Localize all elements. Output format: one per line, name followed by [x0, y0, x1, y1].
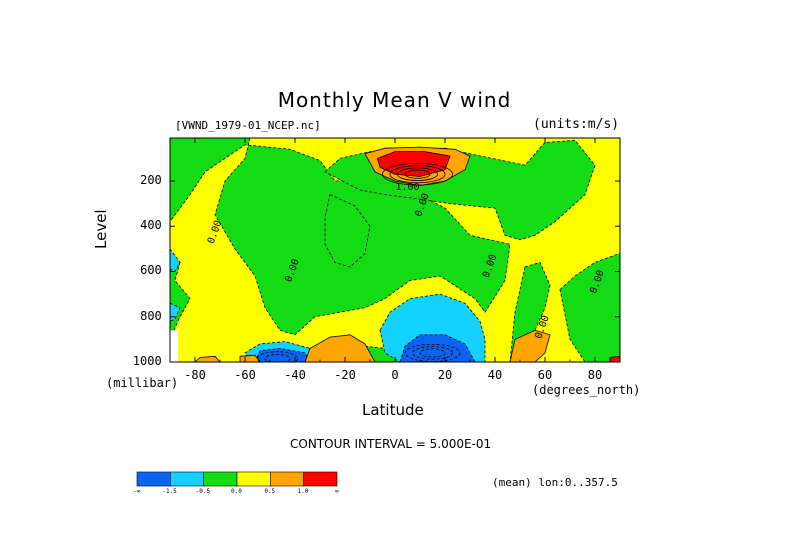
- contour-ring-2-1: [264, 354, 291, 362]
- contour-region-13: [399, 334, 476, 362]
- contour-region-6: [324, 194, 371, 268]
- y-tick-label: 600: [140, 263, 162, 278]
- contour-region-16: [304, 334, 376, 362]
- colorbar-swatch-3: [236, 471, 271, 487]
- contour-region-17: [509, 329, 551, 362]
- contour-fill-group: [170, 138, 620, 362]
- x-tick-label: -20: [334, 368, 356, 382]
- dataset-label: [VWND_1979-01_NCEP.nc]: [175, 119, 321, 132]
- contour-ring-0-2: [397, 167, 438, 181]
- x-tick-label: 40: [487, 368, 503, 382]
- contour-ring-0-1: [389, 165, 446, 184]
- contour-region-21: [609, 355, 620, 362]
- y-tick-label: 800: [140, 308, 162, 323]
- x-tick-label: -80: [184, 368, 206, 382]
- colorbar-tick-label: 1.0: [297, 488, 309, 495]
- colorbar-tick-label: -∞: [133, 488, 141, 495]
- colorbar-tick-label: 0.0: [231, 488, 242, 495]
- contour-interval-note: CONTOUR INTERVAL = 5.000E-01: [290, 437, 492, 451]
- x-axis-label: Latitude: [362, 401, 424, 419]
- colorbar-tick-label: -1.5: [162, 488, 177, 495]
- contour-ring-1-1: [412, 346, 453, 360]
- y-axis-label: Level: [92, 209, 110, 249]
- colorbar-tick-label: ∞: [335, 488, 339, 495]
- contour-ring-1-2: [419, 348, 446, 358]
- colorbar-swatch-4: [270, 471, 304, 487]
- contour-region-18: [194, 355, 221, 362]
- colorbar-tick-label: -0.5: [195, 488, 211, 495]
- contour-label-0: 1.00: [395, 182, 419, 193]
- colorbar-swatch-5: [303, 471, 338, 487]
- x-tick-label: -40: [284, 368, 306, 382]
- y-tick-label: 200: [140, 172, 162, 187]
- missing-data-patch: [170, 330, 178, 362]
- x-tick-label: 80: [587, 368, 603, 382]
- units-label: (units:m/s): [533, 117, 620, 132]
- contour-ring-0-0: [382, 162, 453, 186]
- chart-title: Monthly Mean V wind: [277, 88, 512, 112]
- x-tick-label: -60: [234, 368, 256, 382]
- y-axis-unit: (millibar): [106, 376, 179, 390]
- colorbar-swatch-0: [136, 471, 171, 487]
- contour-ring-0-3: [404, 169, 431, 179]
- colorbar-swatch-1: [170, 471, 204, 487]
- y-tick-label: 1000: [132, 354, 162, 368]
- colorbar-swatch-2: [203, 471, 238, 487]
- mean-longitude-note: (mean) lon:0..357.5: [492, 476, 618, 489]
- contour-ring-2-0: [257, 351, 298, 362]
- y-tick-label: 400: [140, 218, 162, 233]
- colorbar-tick-label: 0.5: [264, 488, 276, 495]
- x-tick-label: 20: [437, 368, 453, 382]
- contour-region-4: [559, 252, 620, 362]
- x-axis-unit: (degrees_north): [532, 383, 641, 397]
- x-tick-label: 0: [391, 368, 399, 382]
- x-tick-label: 60: [537, 368, 553, 382]
